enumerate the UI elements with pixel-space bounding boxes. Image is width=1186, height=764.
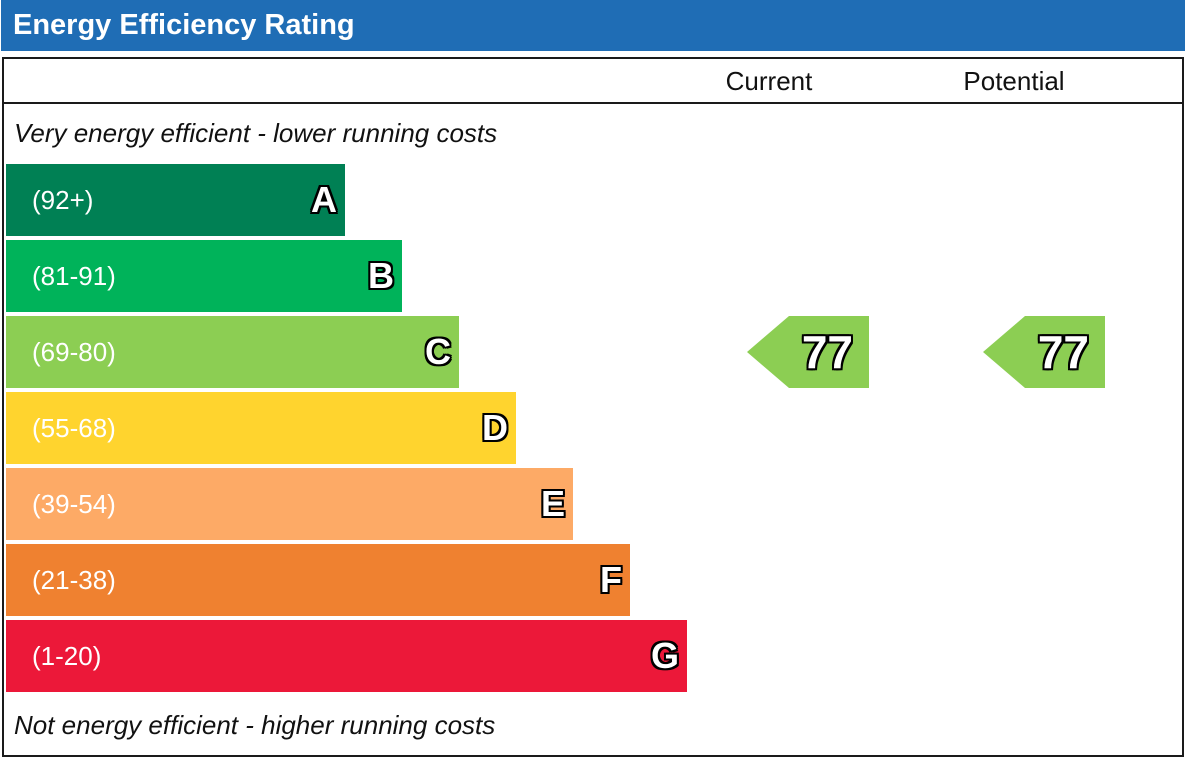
- band-f: (21-38) F: [6, 544, 630, 616]
- potential-rating-value: 77: [1037, 326, 1089, 378]
- band-letter: G: [650, 635, 679, 676]
- band-letter: F: [600, 559, 622, 600]
- band-range-label: (55-68): [32, 413, 116, 443]
- band-range-label: (1-20): [32, 641, 102, 671]
- band-c: (69-80) C: [6, 316, 459, 388]
- band-letter: D: [482, 407, 508, 448]
- page-title: Energy Efficiency Rating: [1, 0, 1185, 51]
- band-letter: C: [425, 331, 451, 372]
- current-rating-marker: 77: [747, 316, 869, 388]
- band-letter: B: [368, 255, 394, 296]
- band-range-label: (81-91): [32, 261, 116, 291]
- current-rating-value: 77: [801, 326, 853, 378]
- potential-rating-marker: 77: [983, 316, 1105, 388]
- band-b: (81-91) B: [6, 240, 402, 312]
- current-marker-shape: [747, 316, 869, 388]
- band-letter: E: [540, 483, 565, 524]
- band-range-label: (92+): [32, 185, 94, 215]
- column-header-row: Current Potential: [4, 59, 1182, 104]
- band-a: (92+) A: [6, 164, 345, 236]
- band-range-label: (21-38): [32, 565, 116, 595]
- band-range-label: (69-80): [32, 337, 116, 367]
- inefficient-note: Not energy efficient - higher running co…: [14, 710, 496, 740]
- potential-marker-arrow: [983, 316, 1105, 388]
- current-marker-arrow: [747, 316, 869, 388]
- rating-chart: Current Potential Very energy efficient …: [2, 57, 1184, 757]
- current-column-header: Current: [725, 66, 813, 96]
- band-e: (39-54) E: [6, 468, 573, 540]
- band-letter: A: [311, 179, 337, 220]
- band-g: (1-20) G: [6, 620, 687, 692]
- band-d: (55-68) D: [6, 392, 516, 464]
- potential-marker-shape: [983, 316, 1105, 388]
- potential-column-header: Potential: [963, 66, 1065, 96]
- efficient-note: Very energy efficient - lower running co…: [14, 118, 498, 148]
- band-range-label: (39-54): [32, 489, 116, 519]
